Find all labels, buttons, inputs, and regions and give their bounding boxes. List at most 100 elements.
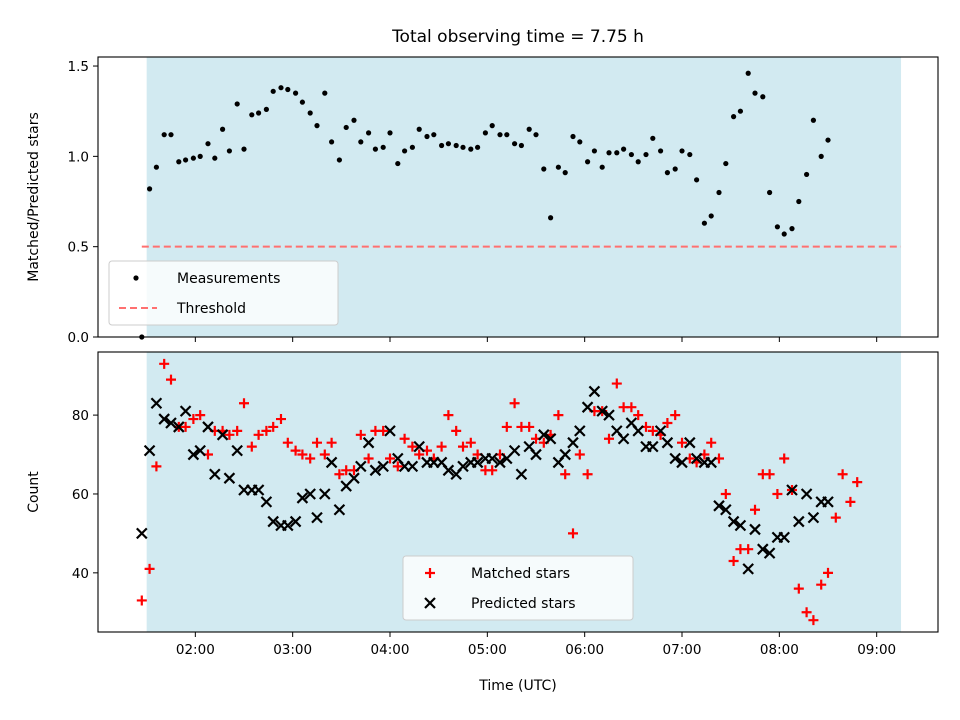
data-point (687, 151, 693, 158)
data-point (205, 141, 211, 147)
data-point (604, 433, 615, 444)
data-point (267, 515, 279, 528)
data-point (358, 139, 364, 145)
data-point (526, 126, 532, 132)
x-axis-label: Time (UTC) (478, 678, 556, 694)
data-point (348, 472, 360, 484)
data-point (475, 144, 481, 150)
data-point (369, 464, 382, 477)
data-point (774, 224, 780, 230)
data-point (387, 130, 393, 136)
data-point (402, 148, 408, 154)
data-point (647, 440, 659, 453)
data-point (380, 144, 386, 150)
series-matched-stars (136, 358, 863, 626)
data-point (197, 153, 203, 159)
data-point (501, 421, 512, 432)
data-point (253, 429, 264, 440)
data-point (650, 135, 656, 141)
data-point (392, 461, 403, 472)
data-point (270, 88, 276, 94)
data-point (728, 556, 739, 567)
data-point (158, 413, 170, 425)
data-point (822, 496, 834, 508)
data-point (567, 436, 579, 449)
data-point (136, 527, 148, 540)
data-point (165, 417, 177, 429)
data-point (701, 220, 707, 226)
data-point (249, 112, 255, 118)
data-point (168, 132, 174, 138)
data-point (312, 437, 323, 448)
data-point (307, 110, 313, 116)
data-point (406, 460, 419, 473)
data-point (807, 511, 820, 524)
data-point (289, 515, 302, 528)
data-point (268, 421, 279, 432)
data-point (635, 159, 641, 165)
data-point (628, 151, 634, 158)
data-point (779, 453, 790, 464)
data-point (530, 448, 542, 461)
y-tick-label: 1.0 (68, 149, 89, 165)
data-point (365, 130, 372, 136)
data-point (588, 385, 601, 398)
legend-swatch (425, 568, 435, 578)
data-point (468, 146, 474, 152)
series-measurements (139, 70, 831, 340)
data-point (457, 460, 469, 473)
data-point (362, 436, 375, 449)
data-point (789, 226, 795, 232)
data-point (647, 425, 658, 436)
data-point (239, 398, 250, 409)
data-point (304, 488, 316, 500)
data-point (232, 425, 243, 436)
data-point (533, 132, 539, 138)
data-point (706, 437, 717, 448)
data-point (465, 437, 476, 448)
data-point (548, 215, 554, 221)
data-point (378, 425, 389, 436)
data-point (810, 117, 817, 123)
data-point (385, 453, 396, 464)
data-point (808, 615, 819, 626)
data-point (231, 444, 243, 457)
data-point (574, 425, 586, 437)
data-point (621, 146, 627, 152)
data-point (757, 543, 769, 555)
data-point (416, 126, 422, 132)
data-point (823, 567, 834, 578)
data-point (694, 177, 700, 183)
data-point (326, 437, 337, 448)
data-point (486, 452, 498, 465)
y-tick-label: 0.5 (68, 240, 89, 256)
data-point (767, 189, 773, 196)
data-point (611, 378, 622, 389)
data-point (442, 464, 455, 477)
data-point (570, 133, 576, 140)
data-point (803, 171, 810, 178)
data-point (319, 449, 330, 460)
data-point (614, 150, 620, 156)
data-point (256, 110, 262, 116)
top-panel: 0.0 0.5 1.0 1.5 Matched/Predicted stars Measu… (26, 56, 939, 346)
data-point (845, 496, 856, 507)
data-point (567, 528, 578, 539)
data-point (329, 139, 335, 145)
data-point (146, 186, 153, 192)
data-point (322, 90, 328, 96)
data-point (504, 132, 510, 138)
data-point (793, 515, 805, 528)
data-point (151, 461, 162, 472)
data-point (705, 456, 717, 469)
data-point (752, 90, 758, 96)
data-point (679, 148, 685, 154)
x-tick-label: 08:00 (760, 642, 799, 658)
data-point (800, 488, 813, 500)
data-point (458, 441, 469, 452)
data-point (669, 452, 681, 465)
data-point (202, 421, 214, 433)
data-point (633, 410, 644, 421)
data-point (246, 441, 257, 452)
data-point (176, 159, 182, 165)
